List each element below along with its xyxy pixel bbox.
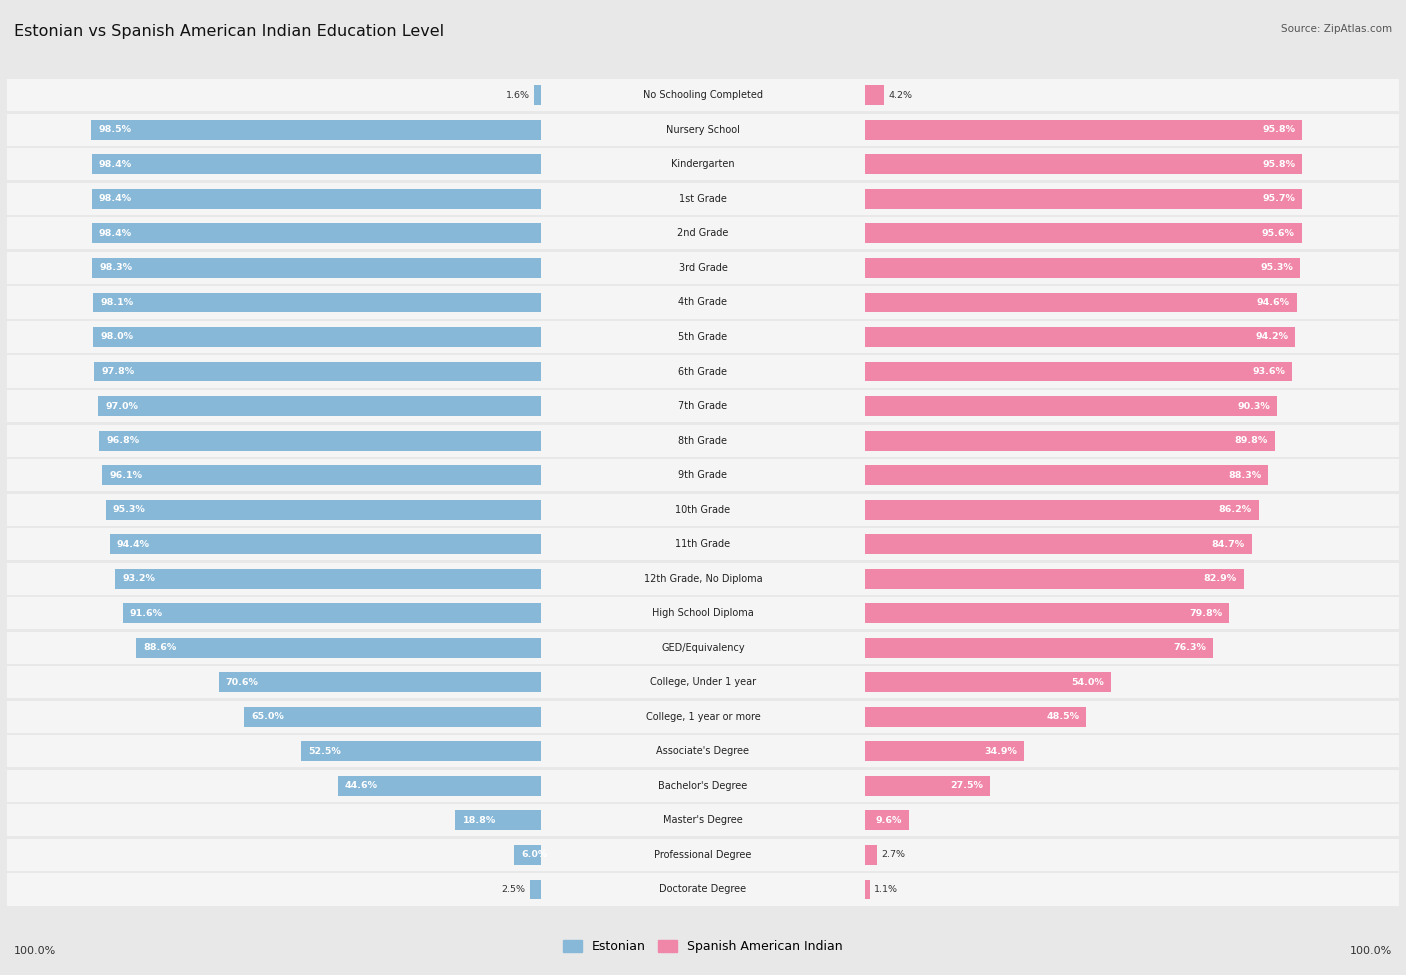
Text: 95.6%: 95.6% [1261, 229, 1295, 238]
Text: 95.3%: 95.3% [112, 505, 146, 514]
Text: Source: ZipAtlas.com: Source: ZipAtlas.com [1281, 24, 1392, 34]
Text: 7th Grade: 7th Grade [679, 401, 727, 411]
Text: Estonian vs Spanish American Indian Education Level: Estonian vs Spanish American Indian Educ… [14, 24, 444, 39]
Text: 79.8%: 79.8% [1189, 608, 1222, 618]
Text: 95.8%: 95.8% [1263, 160, 1295, 169]
Text: Associate's Degree: Associate's Degree [657, 746, 749, 757]
Text: 97.0%: 97.0% [105, 402, 138, 410]
Text: 8th Grade: 8th Grade [679, 436, 727, 446]
Text: 84.7%: 84.7% [1212, 540, 1244, 549]
Text: 2nd Grade: 2nd Grade [678, 228, 728, 239]
Text: 86.2%: 86.2% [1219, 505, 1251, 514]
Text: 100.0%: 100.0% [1350, 946, 1392, 956]
Text: 27.5%: 27.5% [950, 781, 983, 791]
Text: College, 1 year or more: College, 1 year or more [645, 712, 761, 722]
Text: 95.3%: 95.3% [1260, 263, 1294, 272]
Text: 65.0%: 65.0% [252, 713, 284, 722]
Text: 1.1%: 1.1% [875, 885, 898, 894]
Text: 90.3%: 90.3% [1237, 402, 1270, 410]
Text: College, Under 1 year: College, Under 1 year [650, 678, 756, 687]
Text: GED/Equivalency: GED/Equivalency [661, 643, 745, 653]
Text: Kindergarten: Kindergarten [671, 159, 735, 170]
Text: 93.2%: 93.2% [122, 574, 155, 583]
Text: 5th Grade: 5th Grade [679, 332, 727, 342]
Text: High School Diploma: High School Diploma [652, 608, 754, 618]
Text: 98.3%: 98.3% [100, 263, 132, 272]
Text: 1st Grade: 1st Grade [679, 194, 727, 204]
Text: 44.6%: 44.6% [344, 781, 378, 791]
Text: 96.8%: 96.8% [105, 436, 139, 445]
Text: 94.4%: 94.4% [117, 540, 150, 549]
Text: 100.0%: 100.0% [14, 946, 56, 956]
Text: 98.5%: 98.5% [98, 126, 131, 135]
Text: 9th Grade: 9th Grade [679, 470, 727, 480]
Text: 95.7%: 95.7% [1263, 194, 1295, 204]
Text: 98.4%: 98.4% [98, 194, 132, 204]
Text: Doctorate Degree: Doctorate Degree [659, 884, 747, 894]
Text: 3rd Grade: 3rd Grade [679, 263, 727, 273]
Text: 1.6%: 1.6% [506, 91, 530, 99]
Text: 9.6%: 9.6% [875, 816, 901, 825]
Text: 34.9%: 34.9% [984, 747, 1017, 756]
Text: 48.5%: 48.5% [1046, 713, 1080, 722]
Text: 95.8%: 95.8% [1263, 126, 1295, 135]
Text: Nursery School: Nursery School [666, 125, 740, 135]
Text: Professional Degree: Professional Degree [654, 850, 752, 860]
Text: 4th Grade: 4th Grade [679, 297, 727, 307]
Legend: Estonian, Spanish American Indian: Estonian, Spanish American Indian [560, 937, 846, 957]
Text: 98.1%: 98.1% [100, 298, 134, 307]
Text: 76.3%: 76.3% [1174, 644, 1206, 652]
Text: 6.0%: 6.0% [520, 850, 547, 859]
Text: 88.3%: 88.3% [1227, 471, 1261, 480]
Text: 88.6%: 88.6% [143, 644, 177, 652]
Text: 11th Grade: 11th Grade [675, 539, 731, 549]
Text: 4.2%: 4.2% [889, 91, 912, 99]
Text: 93.6%: 93.6% [1253, 367, 1285, 376]
Text: 70.6%: 70.6% [226, 678, 259, 686]
Text: 94.2%: 94.2% [1256, 332, 1288, 341]
Text: 98.0%: 98.0% [101, 332, 134, 341]
Text: 2.5%: 2.5% [502, 885, 526, 894]
Text: 89.8%: 89.8% [1234, 436, 1268, 445]
Text: 6th Grade: 6th Grade [679, 367, 727, 376]
Text: 12th Grade, No Diploma: 12th Grade, No Diploma [644, 573, 762, 584]
Text: Bachelor's Degree: Bachelor's Degree [658, 781, 748, 791]
Text: 18.8%: 18.8% [463, 816, 496, 825]
Text: 10th Grade: 10th Grade [675, 505, 731, 515]
Text: 94.6%: 94.6% [1257, 298, 1289, 307]
Text: 82.9%: 82.9% [1204, 574, 1236, 583]
Text: 52.5%: 52.5% [308, 747, 342, 756]
Text: 96.1%: 96.1% [110, 471, 142, 480]
Text: Master's Degree: Master's Degree [664, 815, 742, 826]
Text: 98.4%: 98.4% [98, 229, 132, 238]
Text: 97.8%: 97.8% [101, 367, 135, 376]
Text: No Schooling Completed: No Schooling Completed [643, 91, 763, 100]
Text: 2.7%: 2.7% [882, 850, 905, 859]
Text: 54.0%: 54.0% [1071, 678, 1105, 686]
Text: 98.4%: 98.4% [98, 160, 132, 169]
Text: 91.6%: 91.6% [129, 608, 163, 618]
